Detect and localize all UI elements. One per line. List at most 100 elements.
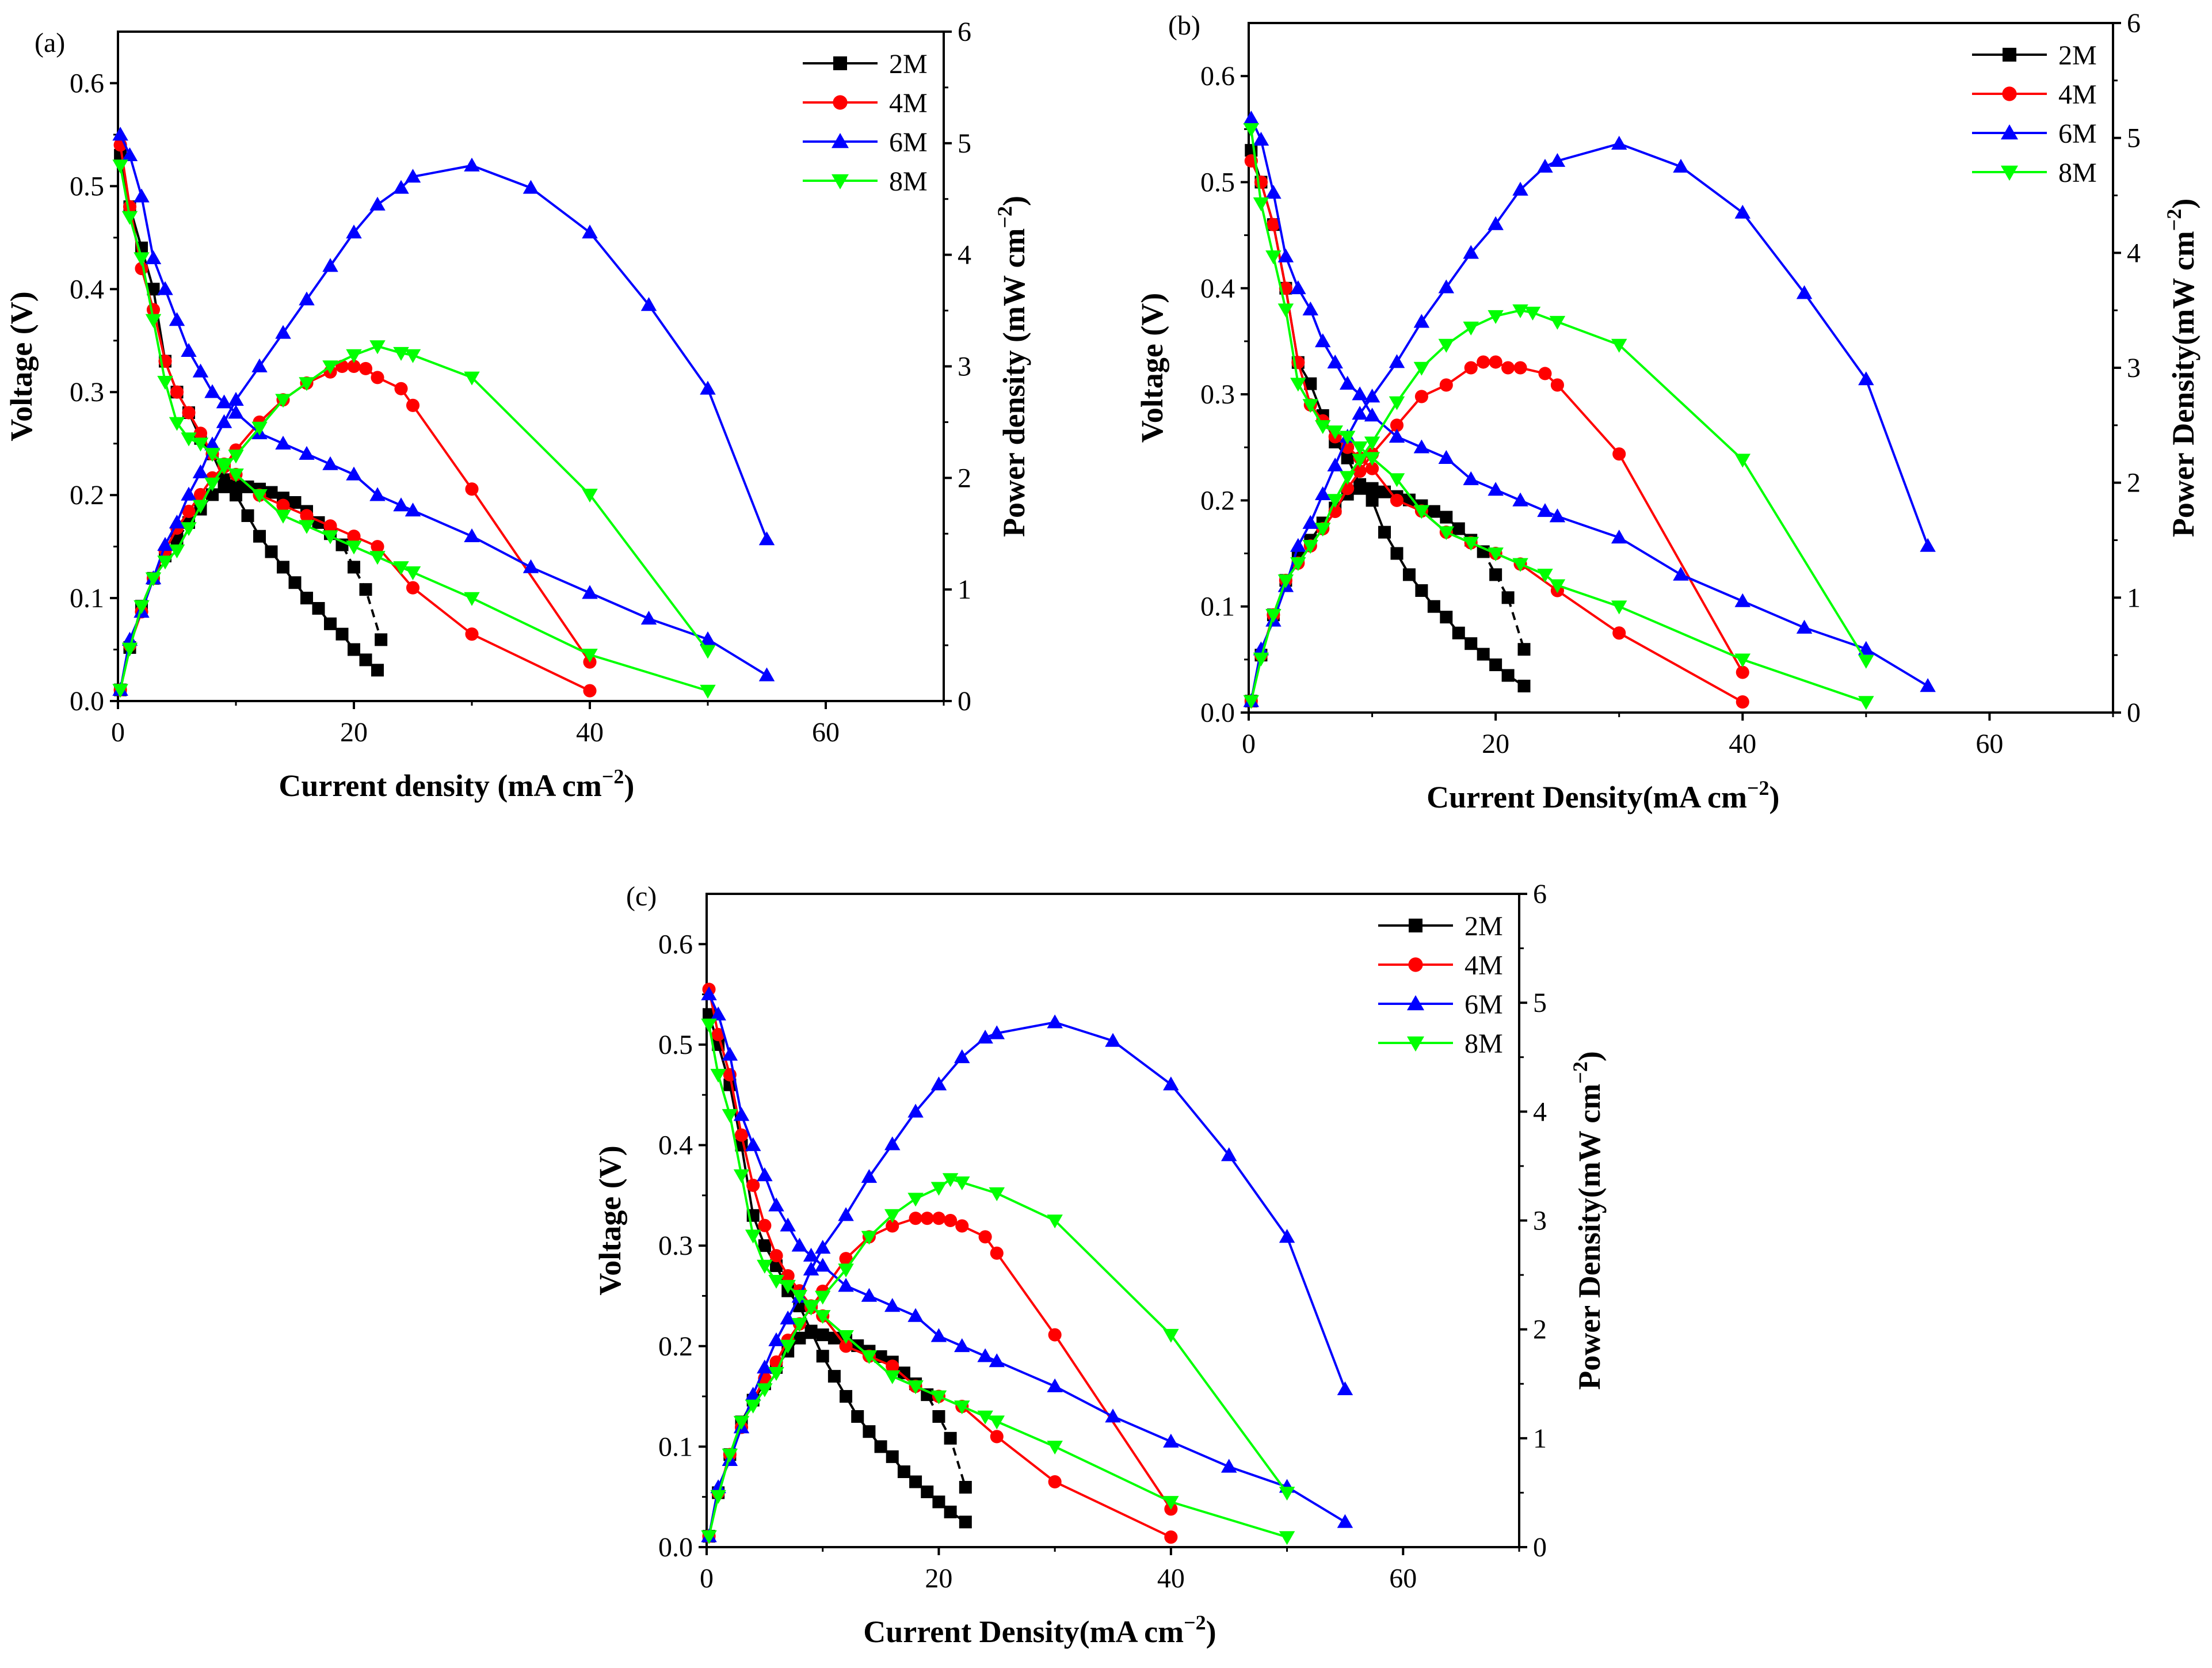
power-point-8M: [861, 1231, 878, 1245]
y-left-tick-label: 0.4: [1200, 273, 1235, 304]
voltage-point-4M: [193, 426, 208, 440]
power-point-4M: [1414, 390, 1428, 403]
power-point-2M: [230, 479, 242, 492]
legend-marker-8M: [1407, 1036, 1424, 1052]
voltage-point-6M: [1488, 482, 1504, 496]
power-point-6M: [838, 1207, 854, 1221]
power-point-2M: [1440, 511, 1453, 524]
voltage-point-8M: [369, 551, 386, 565]
power-point-8M: [701, 1530, 717, 1544]
voltage-point-4M: [1254, 175, 1268, 189]
power-point-6M: [640, 297, 657, 311]
power-point-6M: [814, 1240, 831, 1254]
series-2M: [703, 1008, 972, 1543]
power-point-8M: [1302, 540, 1319, 554]
power-point-4M: [1464, 361, 1478, 375]
voltage-point-8M: [722, 1109, 738, 1123]
power-point-2M: [288, 496, 302, 509]
legend-marker-2M: [833, 56, 847, 70]
y-left-axis-title: Voltage (V): [4, 291, 39, 441]
power-line-8M: [708, 1178, 1288, 1537]
voltage-point-6M: [758, 667, 775, 681]
power-point-8M: [1463, 321, 1479, 336]
voltage-point-8M: [930, 1390, 947, 1404]
voltage-point-6M: [228, 405, 244, 419]
x-tick-label: 40: [576, 717, 604, 748]
power-line-8M: [1250, 309, 1867, 702]
voltage-point-6M: [700, 631, 716, 645]
power-point-8M: [1858, 654, 1874, 669]
power-point-6M: [700, 380, 716, 395]
power-point-2M: [944, 1431, 957, 1445]
power-point-6M: [710, 1479, 726, 1494]
voltage-point-2M: [1489, 658, 1502, 672]
voltage-point-8M: [1302, 399, 1319, 413]
voltage-point-6M: [1047, 1378, 1063, 1392]
power-point-8M: [1352, 454, 1368, 468]
power-point-8M: [1314, 523, 1331, 537]
panel-label: (c): [626, 881, 657, 912]
series-4M: [113, 138, 597, 698]
series-4M: [1244, 154, 1749, 709]
power-point-4M: [1353, 464, 1367, 478]
voltage-point-8M: [768, 1274, 784, 1289]
voltage-point-8M: [1253, 197, 1269, 212]
voltage-point-6M: [523, 559, 539, 573]
voltage-point-2M: [288, 576, 302, 589]
y-left-tick-label: 0.2: [1200, 485, 1235, 516]
power-point-4M: [1390, 418, 1404, 432]
power-point-2M: [959, 1480, 972, 1494]
power-point-8M: [1413, 361, 1430, 376]
power-point-2M: [1366, 482, 1379, 495]
power-point-4M: [394, 382, 408, 395]
power-point-6M: [1337, 1381, 1353, 1396]
y-right-tick-label: 1: [2127, 582, 2141, 613]
voltage-point-2M: [851, 1410, 864, 1423]
power-point-8M: [757, 1383, 773, 1397]
voltage-point-8M: [1488, 547, 1504, 562]
power-point-8M: [814, 1290, 831, 1305]
power-point-8M: [405, 349, 421, 363]
voltage-point-6M: [1920, 678, 1936, 692]
voltage-point-8M: [907, 1380, 924, 1395]
voltage-point-8M: [464, 592, 480, 606]
power-point-6M: [216, 414, 232, 428]
voltage-point-2M: [241, 509, 254, 522]
voltage-point-2M: [1517, 679, 1531, 692]
series-8M: [1243, 123, 1874, 710]
voltage-point-6M: [1352, 386, 1368, 401]
voltage-point-4M: [758, 1218, 772, 1232]
voltage-point-8M: [169, 417, 185, 431]
voltage-point-8M: [134, 252, 150, 266]
power-point-6M: [1290, 538, 1306, 552]
power-point-8M: [251, 421, 268, 436]
power-point-2M: [1501, 591, 1515, 604]
voltage-point-6M: [464, 528, 480, 543]
voltage-point-2M: [1440, 611, 1453, 624]
power-point-8M: [346, 349, 362, 363]
series-6M: [112, 127, 775, 696]
voltage-point-6M: [745, 1137, 761, 1151]
y-left-tick-label: 0.5: [70, 171, 104, 201]
y-right-tick-label: 4: [1533, 1096, 1547, 1127]
power-point-4M: [990, 1246, 1004, 1260]
voltage-point-2M: [277, 561, 289, 574]
y-right-axis-title: Power density (mW cm−2): [993, 196, 1031, 537]
voltage-point-6M: [1221, 1458, 1237, 1473]
voltage-point-8M: [1463, 536, 1479, 551]
voltage-point-8M: [1352, 441, 1368, 455]
power-point-6M: [884, 1136, 901, 1151]
power-point-6M: [1279, 1229, 1295, 1243]
power-point-6M: [977, 1029, 993, 1044]
power-point-6M: [1549, 153, 1566, 167]
power-point-4M: [920, 1212, 934, 1225]
legend-label-2M: 2M: [2058, 40, 2097, 71]
power-point-6M: [192, 464, 209, 478]
power-point-6M: [523, 180, 539, 194]
power-point-6M: [1512, 181, 1528, 196]
power-point-4M: [978, 1230, 992, 1244]
voltage-point-8M: [1339, 431, 1356, 445]
voltage-point-6M: [1163, 1433, 1179, 1448]
power-point-6M: [1221, 1147, 1237, 1161]
series-8M: [112, 159, 716, 699]
